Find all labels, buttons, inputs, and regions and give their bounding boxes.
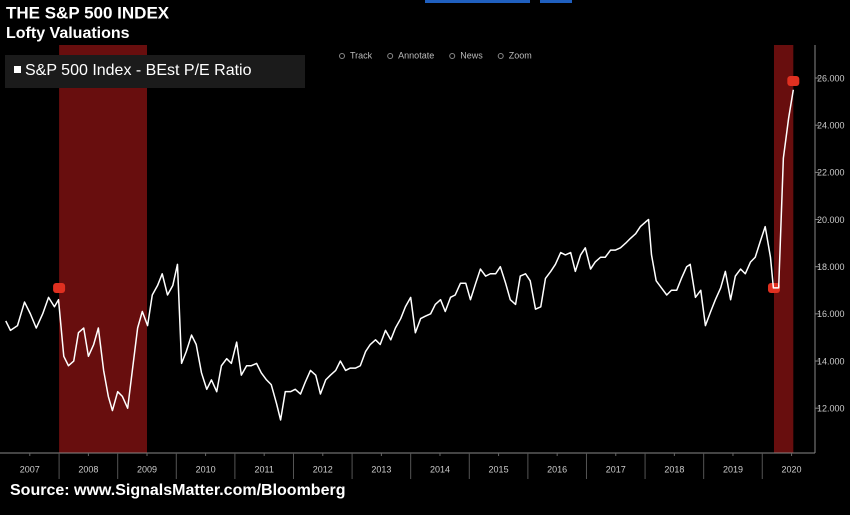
shaded-region — [773, 45, 794, 453]
x-tick-label: 2009 — [137, 464, 157, 474]
region-marker — [53, 283, 66, 293]
chart-title: THE S&P 500 INDEX — [6, 3, 170, 22]
series-line — [5, 89, 795, 421]
x-tick-label: 2007 — [20, 464, 40, 474]
x-tick-label: 2015 — [489, 464, 509, 474]
toolbar-button[interactable]: Annotate — [398, 50, 434, 60]
y-tick-label: 26.000 — [817, 73, 845, 83]
x-tick-label: 2013 — [371, 464, 391, 474]
region-marker — [787, 76, 800, 86]
toolbar: Track Annotate News Zoom — [339, 50, 532, 60]
y-tick-label: 22.000 — [817, 168, 845, 178]
plot-area: 12.000 14.000 16.000 18.000 20.000 22.000 24.0… — [0, 45, 845, 479]
x-tick-label: 2019 — [723, 464, 743, 474]
toolbar-button[interactable]: Track — [350, 50, 373, 60]
top-bar — [425, 0, 530, 3]
toolbar-icon — [449, 53, 456, 59]
x-tick-label: 2014 — [430, 464, 450, 474]
x-tick-label: 2020 — [782, 464, 802, 474]
legend-box — [5, 55, 305, 88]
toolbar-icon — [497, 53, 504, 59]
y-tick-label: 18.000 — [817, 262, 845, 272]
legend-label: S&P 500 Index - BEst P/E Ratio — [25, 62, 252, 79]
x-tick-label: 2016 — [547, 464, 567, 474]
top-bar — [540, 0, 572, 3]
source-note: Source: www.SignalsMatter.com/Bloomberg — [10, 482, 345, 499]
x-tick-label: 2017 — [606, 464, 626, 474]
y-tick-label: 14.000 — [817, 356, 845, 366]
y-tick-label: 12.000 — [817, 404, 845, 414]
x-tick-label: 2011 — [255, 464, 274, 474]
y-tick-label: 24.000 — [817, 121, 845, 131]
y-tick-label: 16.000 — [817, 309, 845, 319]
toolbar-button[interactable]: News — [460, 50, 483, 60]
toolbar-button[interactable]: Zoom — [509, 50, 532, 60]
x-tick-label: 2008 — [78, 464, 98, 474]
x-tick-label: 2010 — [196, 464, 216, 474]
shaded-region — [59, 45, 147, 453]
chart-subtitle: Lofty Valuations — [6, 25, 130, 42]
y-tick-label: 20.000 — [817, 215, 845, 225]
toolbar-icon — [387, 53, 394, 59]
x-tick-label: 2012 — [313, 464, 333, 474]
x-tick-label: 2018 — [664, 464, 684, 474]
toolbar-icon — [339, 53, 345, 59]
legend-swatch — [14, 66, 21, 73]
